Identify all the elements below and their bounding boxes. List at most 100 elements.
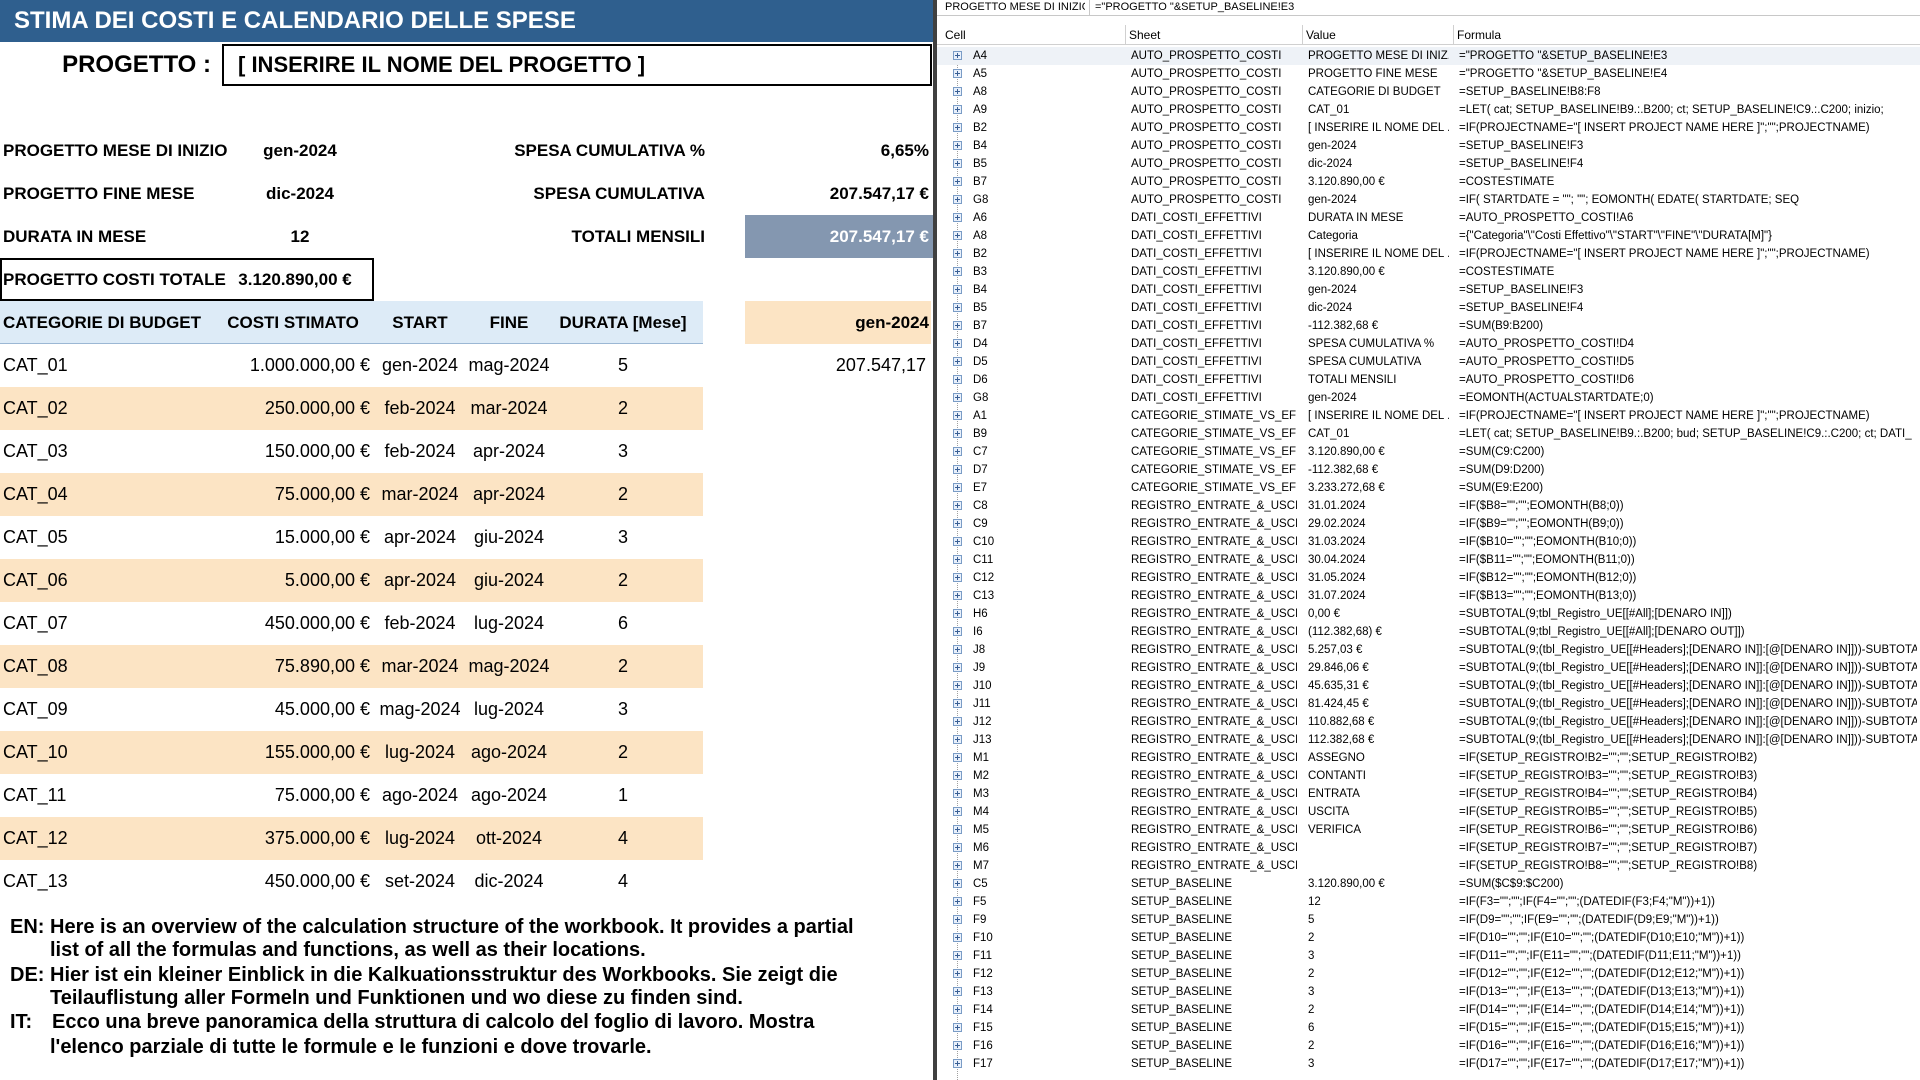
inspector-row[interactable]: J11 REGISTRO_ENTRATE_&_USCITE 81.424,45 € =… [937,695,1920,713]
row-cell: B5 [973,158,988,170]
row-sheet: AUTO_PROSPETTO_COSTI [1131,50,1282,62]
inspector-row[interactable]: A4 AUTO_PROSPETTO_COSTI PROGETTO MESE DI I… [937,47,1920,65]
inspector-row[interactable]: C12 REGISTRO_ENTRATE_&_USCITE 31.05.2024 =I… [937,569,1920,587]
inspector-row[interactable]: B5 AUTO_PROSPETTO_COSTI dic-2024 =SETUP_BAS… [937,155,1920,173]
inspector-row[interactable]: J13 REGISTRO_ENTRATE_&_USCITE 112.382,68 €… [937,731,1920,749]
inspector-row[interactable]: C9 REGISTRO_ENTRATE_&_USCITE 29.02.2024 =IF… [937,515,1920,533]
inspector-row[interactable]: B7 AUTO_PROSPETTO_COSTI 3.120.890,00 € =COS… [937,173,1920,191]
inspector-row[interactable]: F12 SETUP_BASELINE 2 =IF(D12="";"";IF(E12="… [937,965,1920,983]
project-name: [ INSERIRE IL NOME DEL PROGETTO ] [238,52,646,77]
icon-plus-v [957,269,958,274]
table-cell: 4 [617,871,628,892]
inspector-row[interactable]: A1 CATEGORIE_STIMATE_VS_EFF... [ INSERIRE … [937,407,1920,425]
row-sheet: CATEGORIE_STIMATE_VS_EFF... [1131,446,1297,458]
inspector-row[interactable]: I6 REGISTRO_ENTRATE_&_USCITE (112.382,68) … [937,623,1920,641]
inspector-row[interactable]: A6 DATI_COSTI_EFFETTIVI DURATA IN MESE =AUT… [937,209,1920,227]
inspector-row[interactable]: B9 CATEGORIE_STIMATE_VS_EFF... CAT_01 =LET(… [937,425,1920,443]
inspector-row[interactable]: F5 SETUP_BASELINE 12 =IF(F3="";"";IF(F4="";… [937,893,1920,911]
header-underline [0,343,703,345]
table-cell: ott-2024 [475,828,543,849]
inspector-row[interactable]: F14 SETUP_BASELINE 2 =IF(D14="";"";IF(E14="… [937,1001,1920,1019]
table-cell: gen-2024 [381,355,459,376]
inspector-row[interactable]: M2 REGISTRO_ENTRATE_&_USCITE CONTANTI =IF(S… [937,767,1920,785]
table-cell: CAT_04 [3,484,68,505]
row-value: 45.635,31 € [1308,680,1369,692]
row-formula: =IF($B10="";"";EOMONTH(B10;0)) [1459,536,1637,548]
row-value: 3 [1308,986,1315,998]
inspector-row[interactable]: D5 DATI_COSTI_EFFETTIVI SPESA CUMULATIVA =A… [937,353,1920,371]
inspector-row[interactable]: C7 CATEGORIE_STIMATE_VS_EFF... 3.120.890,0… [937,443,1920,461]
title-bar: STIMA DEI COSTI E CALENDARIO DELLE SPESE [0,0,933,42]
row-cell: B9 [973,428,988,440]
inspector-row[interactable]: M5 REGISTRO_ENTRATE_&_USCITE VERIFICA =IF(S… [937,821,1920,839]
row-value: 3.233.272,68 € [1308,482,1385,494]
inspector-row[interactable]: C5 SETUP_BASELINE 3.120.890,00 € =SUM($C$9:… [937,875,1920,893]
column-title: Cell [945,28,966,42]
row-cell: B3 [973,266,988,278]
column-header: DURATA [Mese] [559,312,687,332]
inspector-row[interactable]: F11 SETUP_BASELINE 3 =IF(D11="";"";IF(E11="… [937,947,1920,965]
row-cell: A9 [973,104,988,116]
inspector-row[interactable]: B5 DATI_COSTI_EFFETTIVI dic-2024 =SETUP_BAS… [937,299,1920,317]
inspector-row[interactable]: F9 SETUP_BASELINE 5 =IF(D9="";"";IF(E9="";"… [937,911,1920,929]
row-sheet: REGISTRO_ENTRATE_&_USCITE [1131,590,1297,602]
inspector-row[interactable]: D6 DATI_COSTI_EFFETTIVI TOTALI MENSILI =AUT… [937,371,1920,389]
inspector-row[interactable]: G8 AUTO_PROSPETTO_COSTI gen-2024 =IF( START… [937,191,1920,209]
inspector-row[interactable]: B2 AUTO_PROSPETTO_COSTI [ INSERIRE IL NOME… [937,119,1920,137]
inspector-row[interactable]: F15 SETUP_BASELINE 6 =IF(D15="";"";IF(E15="… [937,1019,1920,1037]
row-value: 110.882,68 € [1308,716,1375,728]
inspector-row[interactable]: M6 REGISTRO_ENTRATE_&_USCITE =IF(SETUP_REG… [937,839,1920,857]
inspector-row[interactable]: F16 SETUP_BASELINE 2 =IF(D16="";"";IF(E16="… [937,1037,1920,1055]
inspector-row[interactable]: E7 CATEGORIE_STIMATE_VS_EFF... 3.233.272,6… [937,479,1920,497]
row-value: 3.120.890,00 € [1308,878,1385,890]
inspector-row[interactable]: J9 REGISTRO_ENTRATE_&_USCITE 29.846,06 € =S… [937,659,1920,677]
row-formula: =IF(SETUP_REGISTRO!B3="";"";SETUP_REGIST… [1459,770,1758,782]
row-value: 0,00 € [1308,608,1340,620]
inspector-row[interactable]: F13 SETUP_BASELINE 3 =IF(D13="";"";IF(E13="… [937,983,1920,1001]
row-formula: =IF(D12="";"";IF(E12="";"";(DATEDIF(D12;… [1459,968,1745,980]
inspector-row[interactable]: A9 AUTO_PROSPETTO_COSTI CAT_01 =LET( cat; S… [937,101,1920,119]
inspector-row[interactable]: F17 SETUP_BASELINE 3 =IF(D17="";"";IF(E17="… [937,1055,1920,1073]
icon-plus-v [957,449,958,454]
inspector-row[interactable]: J8 REGISTRO_ENTRATE_&_USCITE 5.257,03 € =SU… [937,641,1920,659]
inspector-row[interactable]: M3 REGISTRO_ENTRATE_&_USCITE ENTRATA =IF(SE… [937,785,1920,803]
row-sheet: SETUP_BASELINE [1131,932,1232,944]
table-cell: 2 [617,656,628,677]
inspector-row[interactable]: A5 AUTO_PROSPETTO_COSTI PROGETTO FINE MESE… [937,65,1920,83]
inspector-row[interactable]: B7 DATI_COSTI_EFFETTIVI -112.382,68 € =SUM(… [937,317,1920,335]
table-cell: lug-2024 [384,828,456,849]
inspector-row[interactable]: C8 REGISTRO_ENTRATE_&_USCITE 31.01.2024 =IF… [937,497,1920,515]
icon-plus-v [957,935,958,940]
inspector-row[interactable]: G8 DATI_COSTI_EFFETTIVI gen-2024 =EOMONTH(A… [937,389,1920,407]
icon-plus-v [957,557,958,562]
inspector-row[interactable]: B4 AUTO_PROSPETTO_COSTI gen-2024 =SETUP_BAS… [937,137,1920,155]
row-value: CONTANTI [1308,770,1366,782]
inspector-row[interactable]: D7 CATEGORIE_STIMATE_VS_EFF... -112.382,68… [937,461,1920,479]
formula-bar: PROGETTO MESE DI INIZIO ="PROGETTO "&SETU… [937,0,1920,16]
row-value: gen-2024 [1308,140,1357,152]
icon-plus-v [957,683,958,688]
inspector-row[interactable]: F10 SETUP_BASELINE 2 =IF(D10="";"";IF(E10="… [937,929,1920,947]
inspector-row[interactable]: A8 AUTO_PROSPETTO_COSTI CATEGORIE DI BUDGE… [937,83,1920,101]
inspector-row[interactable]: B3 DATI_COSTI_EFFETTIVI 3.120.890,00 € =COS… [937,263,1920,281]
row-value: TOTALI MENSILI [1308,374,1397,386]
inspector-row[interactable]: J12 REGISTRO_ENTRATE_&_USCITE 110.882,68 €… [937,713,1920,731]
row-formula: =SETUP_BASELINE!F4 [1459,158,1584,170]
inspector-row[interactable]: C13 REGISTRO_ENTRATE_&_USCITE 31.07.2024 =I… [937,587,1920,605]
inspector-row[interactable]: D4 DATI_COSTI_EFFETTIVI SPESA CUMULATIVA %… [937,335,1920,353]
inspector-row[interactable]: C10 REGISTRO_ENTRATE_&_USCITE 31.03.2024 =I… [937,533,1920,551]
row-sheet: SETUP_BASELINE [1131,896,1232,908]
icon-plus-v [957,773,958,778]
inspector-row[interactable]: H6 REGISTRO_ENTRATE_&_USCITE 0,00 € =SUBTOT… [937,605,1920,623]
inspector-row[interactable]: C11 REGISTRO_ENTRATE_&_USCITE 30.04.2024 =I… [937,551,1920,569]
inspector-row[interactable]: J10 REGISTRO_ENTRATE_&_USCITE 45.635,31 € =… [937,677,1920,695]
inspector-row[interactable]: A8 DATI_COSTI_EFFETTIVI Categoria ={"Catego… [937,227,1920,245]
inspector-row[interactable]: M4 REGISTRO_ENTRATE_&_USCITE USCITA =IF(SET… [937,803,1920,821]
inspector-row[interactable]: M7 REGISTRO_ENTRATE_&_USCITE =IF(SETUP_REG… [937,857,1920,875]
inspector-row[interactable]: B4 DATI_COSTI_EFFETTIVI gen-2024 =SETUP_BAS… [937,281,1920,299]
icon-plus-v [957,575,958,580]
inspector-row[interactable]: B2 DATI_COSTI_EFFETTIVI [ INSERIRE IL NOME… [937,245,1920,263]
row-formula: =LET( cat; SETUP_BASELINE!B9.:.B200; ct;… [1459,104,1884,116]
inspector-row[interactable]: M1 REGISTRO_ENTRATE_&_USCITE ASSEGNO =IF(SE… [937,749,1920,767]
